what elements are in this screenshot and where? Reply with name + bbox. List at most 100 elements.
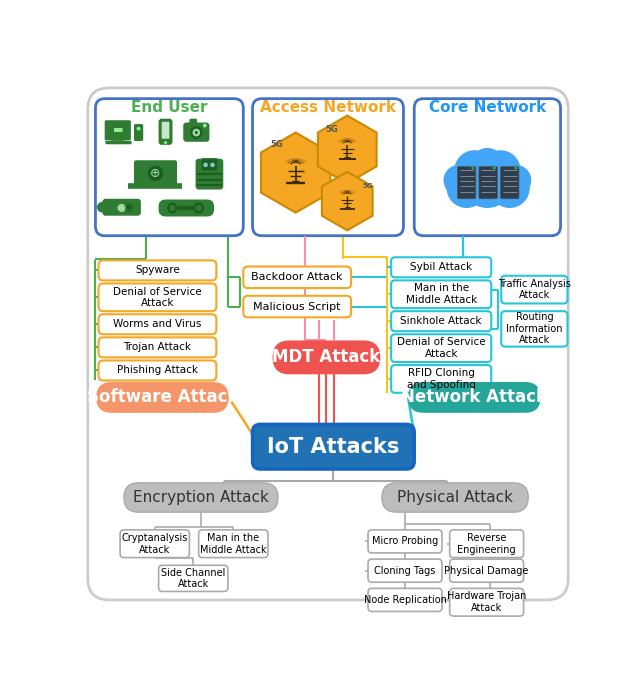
Text: Trojan Attack: Trojan Attack (124, 343, 191, 352)
Text: ⬤: ⬤ (117, 203, 126, 212)
FancyBboxPatch shape (201, 159, 218, 171)
Text: Software Attack: Software Attack (86, 388, 238, 407)
FancyBboxPatch shape (88, 88, 568, 600)
FancyBboxPatch shape (408, 382, 541, 413)
Circle shape (481, 151, 520, 190)
Text: Man in the
Middle Attack: Man in the Middle Attack (406, 283, 477, 305)
Polygon shape (322, 172, 372, 230)
FancyBboxPatch shape (382, 483, 528, 512)
FancyBboxPatch shape (414, 99, 561, 236)
FancyBboxPatch shape (162, 122, 170, 139)
Circle shape (490, 168, 530, 208)
FancyBboxPatch shape (159, 200, 214, 217)
FancyBboxPatch shape (391, 365, 492, 393)
Circle shape (167, 203, 178, 213)
FancyBboxPatch shape (253, 99, 403, 236)
Text: Reverse
Engineering: Reverse Engineering (458, 533, 516, 554)
Text: Denial of Service
Attack: Denial of Service Attack (113, 287, 202, 308)
Text: Malicious Script: Malicious Script (253, 302, 341, 312)
Text: Routing
Information
Attack: Routing Information Attack (506, 313, 563, 345)
FancyBboxPatch shape (196, 159, 223, 189)
FancyBboxPatch shape (391, 311, 492, 331)
Text: Sinkhole Attack: Sinkhole Attack (401, 316, 482, 326)
FancyBboxPatch shape (368, 530, 442, 553)
Text: Worms and Virus: Worms and Virus (113, 319, 202, 330)
Text: Core Network: Core Network (429, 99, 546, 114)
Circle shape (164, 141, 167, 144)
Text: ▬: ▬ (113, 125, 123, 136)
FancyBboxPatch shape (95, 99, 243, 236)
FancyBboxPatch shape (391, 257, 492, 277)
FancyBboxPatch shape (501, 276, 568, 304)
FancyBboxPatch shape (99, 283, 216, 311)
Text: IoT Attacks: IoT Attacks (268, 437, 399, 457)
Text: Network Attack: Network Attack (401, 388, 547, 407)
Text: Physical Attack: Physical Attack (397, 490, 513, 505)
Circle shape (148, 165, 163, 181)
FancyBboxPatch shape (105, 121, 131, 140)
Text: Denial of Service
Attack: Denial of Service Attack (397, 337, 486, 359)
Text: End User: End User (131, 99, 207, 114)
Text: MDT Attack: MDT Attack (273, 349, 381, 366)
FancyBboxPatch shape (368, 559, 442, 582)
FancyBboxPatch shape (450, 530, 524, 558)
Circle shape (444, 165, 474, 195)
FancyBboxPatch shape (99, 360, 216, 381)
Circle shape (137, 127, 141, 131)
Text: Side Channel
Attack: Side Channel Attack (161, 567, 225, 589)
FancyBboxPatch shape (243, 296, 351, 317)
Text: RFID Cloning
and Spoofing: RFID Cloning and Spoofing (407, 368, 476, 390)
FancyBboxPatch shape (159, 565, 228, 592)
Circle shape (204, 163, 208, 168)
Text: Encryption Attack: Encryption Attack (133, 490, 269, 505)
Text: Physical Damage: Physical Damage (444, 566, 529, 575)
Text: Backdoor Attack: Backdoor Attack (252, 272, 343, 283)
FancyBboxPatch shape (253, 424, 414, 469)
Circle shape (97, 202, 108, 212)
Circle shape (170, 205, 175, 211)
FancyBboxPatch shape (120, 530, 189, 558)
FancyBboxPatch shape (458, 166, 476, 199)
Text: 5G: 5G (270, 140, 283, 149)
Circle shape (470, 148, 504, 182)
Circle shape (454, 151, 494, 190)
Text: 5G: 5G (326, 125, 338, 134)
FancyBboxPatch shape (501, 311, 568, 347)
FancyBboxPatch shape (391, 281, 492, 308)
Circle shape (500, 165, 531, 195)
FancyBboxPatch shape (243, 266, 351, 288)
FancyBboxPatch shape (479, 166, 497, 199)
Circle shape (193, 129, 200, 136)
FancyBboxPatch shape (134, 124, 143, 141)
FancyBboxPatch shape (198, 530, 268, 558)
Text: ◉: ◉ (123, 202, 132, 212)
Text: Spyware: Spyware (135, 266, 180, 275)
Circle shape (493, 166, 496, 170)
FancyBboxPatch shape (124, 483, 278, 512)
FancyBboxPatch shape (134, 160, 177, 187)
Circle shape (193, 203, 204, 213)
Circle shape (196, 205, 202, 211)
FancyBboxPatch shape (96, 382, 228, 413)
Circle shape (203, 124, 207, 127)
Circle shape (210, 163, 215, 168)
Text: 5G: 5G (363, 183, 373, 189)
Text: Traffic Analysis
Attack: Traffic Analysis Attack (498, 279, 571, 300)
FancyBboxPatch shape (500, 166, 519, 199)
Text: Hardware Trojan
Attack: Hardware Trojan Attack (447, 591, 526, 613)
FancyBboxPatch shape (99, 260, 216, 281)
Text: Cryptanalysis
Attack: Cryptanalysis Attack (122, 533, 188, 554)
FancyBboxPatch shape (391, 334, 492, 362)
FancyBboxPatch shape (159, 118, 172, 145)
Text: Micro Probing: Micro Probing (372, 537, 438, 546)
FancyBboxPatch shape (99, 314, 216, 334)
FancyBboxPatch shape (111, 140, 125, 144)
Text: Man in the
Middle Attack: Man in the Middle Attack (200, 533, 267, 554)
Circle shape (471, 166, 474, 170)
Polygon shape (261, 133, 330, 212)
Circle shape (515, 166, 517, 170)
Circle shape (195, 131, 198, 134)
FancyBboxPatch shape (450, 559, 524, 582)
FancyBboxPatch shape (183, 123, 209, 142)
Text: Cloning Tags: Cloning Tags (374, 566, 436, 575)
